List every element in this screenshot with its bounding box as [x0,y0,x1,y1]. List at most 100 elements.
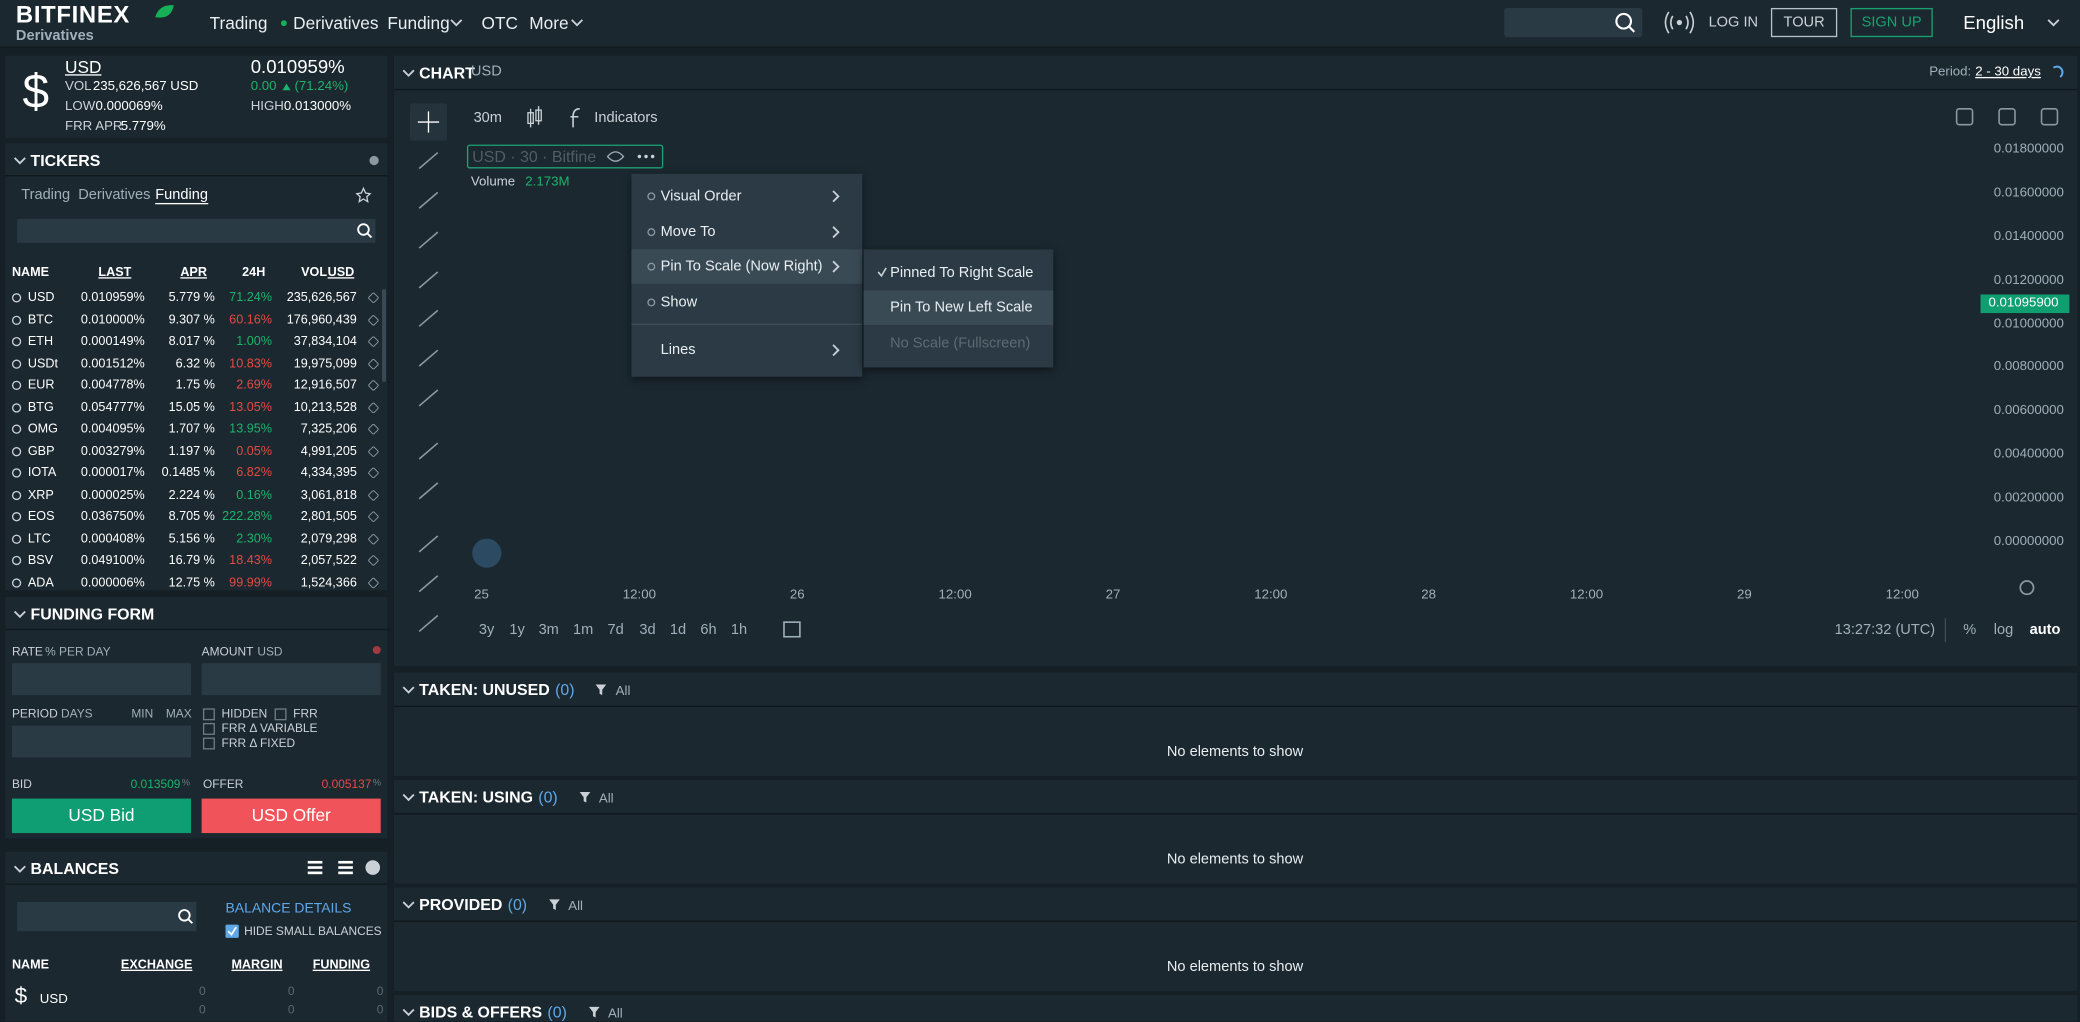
star-button[interactable] [367,401,380,414]
summary-symbol[interactable]: USD [65,57,102,77]
ticker-name[interactable]: GBP [27,443,55,459]
search-box[interactable] [1504,7,1643,38]
column-header: VOL [301,265,328,280]
menu-item[interactable]: Lines [660,342,696,359]
tour-button[interactable]: TOUR [1770,7,1838,38]
star-button[interactable] [367,291,380,304]
ticker-tab[interactable]: Derivatives [78,187,151,203]
star-button[interactable] [367,554,380,567]
interval-button[interactable]: 30m [473,110,502,127]
period-input[interactable] [11,725,192,758]
nav-item[interactable]: Trading [209,13,268,34]
scale-button[interactable]: log [1993,622,2014,639]
ticker-tab[interactable]: Funding [155,187,208,205]
last-price-marker: 0.01095900 [1980,294,2070,313]
timeframe-button[interactable]: 7d [607,622,624,639]
submenu-item[interactable]: No Scale (Fullscreen) [890,335,1031,352]
ticker-vol: 10,213,528 [293,399,357,415]
rate-input[interactable] [11,663,192,696]
period-value[interactable]: 2 - 30 days [1975,65,2041,80]
ticker-name[interactable]: BSV [27,553,54,568]
panel-title: BIDS & OFFERS [419,1002,543,1022]
ticker-tab[interactable]: Trading [21,187,71,203]
tool-active[interactable] [409,103,448,141]
checkbox[interactable] [225,924,239,938]
filter-button[interactable]: All [598,791,614,807]
login-link[interactable]: LOG IN [1708,14,1759,31]
frr-value: 5.779% [120,119,166,134]
star-button[interactable] [367,335,380,348]
star-button[interactable] [367,313,380,326]
logo[interactable]: BITFINEX [15,1,131,28]
checkbox[interactable] [202,722,215,735]
submenu-item[interactable]: Pinned To Right Scale [890,265,1034,282]
timeframe-button[interactable]: 3y [478,622,495,639]
star-button[interactable] [367,532,380,545]
ticker-name[interactable]: USD [27,290,55,306]
star-button[interactable] [367,488,380,501]
scale-button[interactable]: auto [2029,622,2061,639]
signup-button[interactable]: SIGN UP [1850,7,1933,38]
nav-item[interactable]: Derivatives [293,13,379,34]
star-button[interactable] [367,445,380,457]
indicators-button[interactable]: Indicators [594,110,658,127]
star-button[interactable] [367,466,380,479]
ticker-name[interactable]: USDt [27,356,58,371]
ticker-name[interactable]: BTG [27,399,54,415]
ticker-name[interactable]: OMG [27,421,58,437]
separator [1944,618,1947,643]
menu-item[interactable]: Pin To Scale (Now Right) [660,258,823,275]
balance-search[interactable] [17,902,197,932]
menu-item[interactable]: Move To [660,224,716,241]
scale-button[interactable]: % [1963,622,1977,639]
star-button[interactable] [367,510,380,523]
ticker-last: 0.036750% [80,509,145,524]
timeframe-button[interactable]: 1m [573,622,594,639]
checkbox-label: FRR Δ VARIABLE [221,721,318,735]
amount-input[interactable] [201,663,381,696]
checkbox[interactable] [274,708,287,721]
ticker-name[interactable]: IOTA [27,465,57,481]
offer-label: OFFER [202,777,244,791]
nav-item[interactable]: More [529,13,569,34]
filter-button[interactable]: All [608,1006,623,1022]
offer-button[interactable]: USD Offer [201,798,381,834]
filter-button[interactable]: All [615,684,631,700]
panel-count: (0) [538,787,558,807]
submenu-item[interactable]: Pin To New Left Scale [890,299,1033,316]
star-button[interactable] [367,423,380,436]
timeframe-button[interactable]: 3d [639,622,656,639]
language-select[interactable]: English [1963,11,2025,34]
menu-item[interactable]: Visual Order [660,188,742,205]
ticker-search[interactable] [17,218,376,243]
column-header: APR [180,265,207,280]
ticker-name[interactable]: LTC [27,531,51,546]
series-legend[interactable] [466,144,664,169]
menu-item[interactable]: Show [660,294,698,311]
nav-item[interactable]: OTC [481,13,518,34]
checkbox[interactable] [202,737,215,750]
timeframe-button[interactable]: 3m [538,622,559,639]
ticker-apr: 2.224 % [168,487,215,503]
ticker-name[interactable]: BTC [27,312,54,327]
star-button[interactable] [367,357,380,370]
star-button[interactable] [367,576,380,589]
filter-button[interactable]: All [568,899,583,914]
timeframe-button[interactable]: 1h [730,622,748,639]
ticker-name[interactable]: ADA [27,575,54,590]
ticker-name[interactable]: EUR [27,378,55,393]
bid-button[interactable]: USD Bid [11,798,192,834]
ticker-name[interactable]: EOS [27,509,55,524]
balance-details-link[interactable]: BALANCE DETAILS [225,900,352,917]
timeframe-button[interactable]: 1d [669,622,687,639]
star-button[interactable] [367,379,380,392]
column-header[interactable]: NAME [11,265,50,280]
timeframe-button[interactable]: 1y [509,622,525,639]
nav-item[interactable]: Funding [387,13,450,34]
checkbox[interactable] [202,708,215,721]
timeframe-button[interactable]: 6h [700,622,717,639]
scrollbar [382,289,387,383]
ticker-name[interactable]: ETH [27,334,54,349]
ticker-name[interactable]: XRP [27,487,54,503]
logo-sub: Derivatives [15,27,94,44]
